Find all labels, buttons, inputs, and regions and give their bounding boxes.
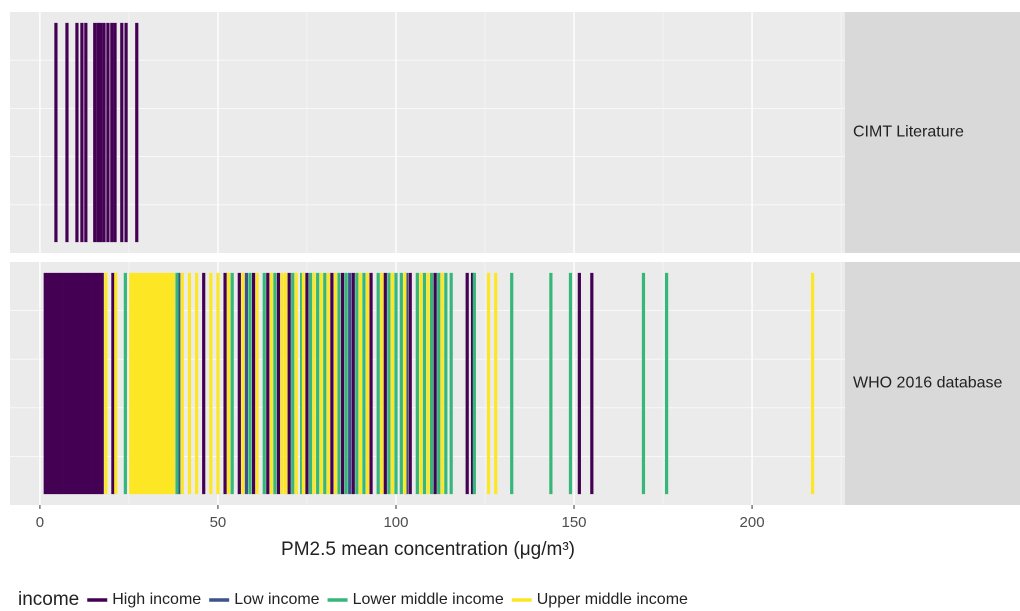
legend-title: income	[18, 589, 79, 610]
x-tick-label: 100	[383, 514, 408, 531]
strip-label: WHO 2016 database	[853, 375, 1003, 392]
x-axis-title: PM2.5 mean concentration (μg/m³)	[281, 539, 575, 560]
x-tick-label: 200	[740, 514, 765, 531]
legend-label: High income	[112, 591, 201, 608]
legend-label: Upper middle income	[537, 591, 688, 608]
x-tick-label: 50	[210, 514, 227, 531]
x-tick-label: 0	[36, 514, 44, 531]
x-tick-label: 150	[562, 514, 587, 531]
strip-background	[845, 262, 1020, 505]
legend-label: Low income	[234, 591, 319, 608]
strip-label: CIMT Literature	[853, 124, 964, 141]
legend-label: Lower middle income	[353, 591, 504, 608]
panel-background	[10, 12, 845, 253]
strip-background	[845, 12, 1020, 253]
